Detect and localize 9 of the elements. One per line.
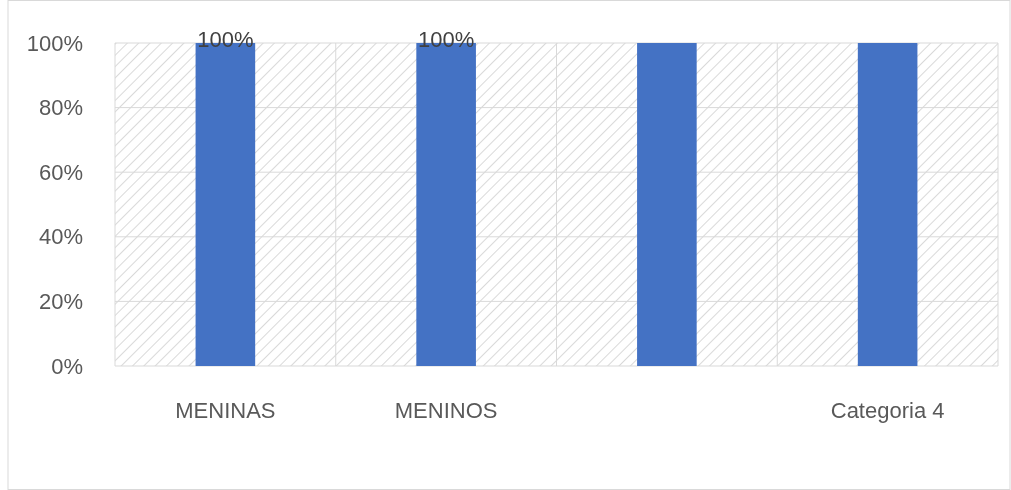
y-tick-label: 40%: [38, 224, 83, 250]
y-tick-label: 80%: [38, 95, 83, 121]
x-tick-label: MENINAS: [175, 397, 276, 423]
y-tick-label: 20%: [38, 288, 83, 314]
y-tick-label: 0%: [51, 353, 83, 379]
y-tick-label: 60%: [38, 159, 83, 185]
x-tick-label: MENINOS: [394, 397, 498, 423]
x-tick-label: Categoria 4: [830, 397, 945, 423]
y-tick-label: 100%: [26, 30, 83, 56]
